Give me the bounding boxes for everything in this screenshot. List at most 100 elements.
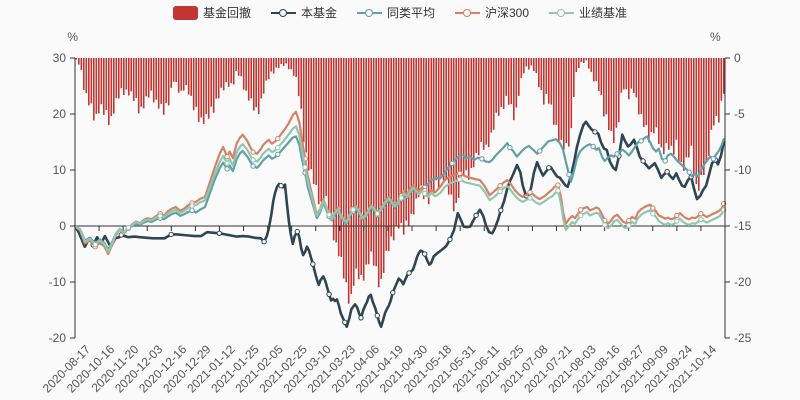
drawdown-bar — [307, 58, 310, 171]
drawdown-bar — [703, 58, 705, 175]
drawdown-bar — [207, 58, 210, 119]
data-point-marker — [479, 156, 485, 162]
drawdown-bar — [247, 58, 250, 101]
drawdown-bar — [643, 58, 645, 127]
drawdown-bar — [455, 58, 457, 203]
drawdown-bar — [465, 58, 467, 171]
drawdown-bar — [132, 58, 135, 101]
drawdown-bar — [357, 58, 360, 280]
drawdown-bar — [205, 58, 207, 115]
data-point-marker — [390, 289, 396, 296]
drawdown-bar — [302, 58, 305, 143]
drawdown-bar — [680, 58, 683, 163]
drawdown-bar — [317, 58, 320, 205]
data-point-marker — [250, 149, 256, 155]
drawdown-bar — [580, 58, 583, 63]
drawdown-bar — [415, 58, 417, 199]
drawdown-bar — [402, 58, 405, 235]
data-point-marker — [473, 212, 479, 219]
data-point-marker — [294, 228, 300, 235]
data-point-marker — [125, 225, 132, 231]
drawdown-bar — [380, 58, 382, 279]
drawdown-bar — [282, 58, 285, 66]
drawdown-bar — [305, 58, 307, 153]
drawdown-bar — [432, 58, 435, 194]
drawdown-bar — [123, 58, 125, 95]
y-axis-left-label: 30 — [53, 51, 67, 65]
data-point-marker — [662, 158, 668, 164]
drawdown-bar — [110, 58, 113, 117]
drawdown-bar — [420, 58, 422, 186]
y-axis-right-label: -15 — [734, 219, 752, 233]
drawdown-bar — [200, 58, 202, 118]
y-axis-left-label: -20 — [49, 331, 67, 345]
y-axis-left-label: 10 — [53, 163, 67, 177]
drawdown-bar — [137, 58, 140, 114]
drawdown-bar — [162, 58, 165, 115]
data-point-marker — [497, 188, 503, 195]
data-point-marker — [527, 189, 533, 196]
drawdown-bar — [495, 58, 497, 113]
drawdown-bar — [417, 58, 420, 198]
drawdown-bar — [108, 58, 110, 126]
legend-marker-circle — [278, 8, 287, 17]
data-point-marker — [449, 160, 455, 167]
drawdown-bar — [670, 58, 673, 146]
drawdown-bar — [165, 58, 167, 104]
data-point-marker — [374, 211, 380, 217]
drawdown-bar — [382, 58, 385, 273]
drawdown-bar — [255, 58, 257, 108]
drawdown-bar — [645, 58, 648, 126]
drawdown-bar — [347, 58, 350, 304]
drawdown-bar — [427, 58, 430, 205]
drawdown-bar — [365, 58, 367, 265]
drawdown-bar — [678, 58, 680, 163]
drawdown-bar — [518, 58, 520, 96]
drawdown-bar — [232, 58, 235, 85]
legend-item-4[interactable]: 业绩基准 — [549, 6, 627, 20]
drawdown-bar — [98, 58, 100, 114]
legend-label: 基金回撤 — [202, 6, 251, 20]
drawdown-bar — [445, 58, 447, 180]
drawdown-bar — [543, 58, 545, 105]
drawdown-bar — [460, 58, 462, 177]
drawdown-bar — [150, 58, 152, 91]
drawdown-bar — [300, 58, 302, 109]
y-axis-right-label: -20 — [734, 275, 752, 289]
drawdown-bar — [120, 58, 123, 89]
drawdown-bar — [548, 58, 550, 104]
drawdown-bar — [287, 58, 290, 70]
y-axis-right-label: -10 — [734, 163, 752, 177]
drawdown-bar — [713, 58, 715, 126]
drawdown-bar — [630, 58, 633, 89]
legend-item-1[interactable]: 本基金 — [270, 6, 337, 20]
drawdown-bar — [262, 58, 265, 94]
drawdown-bar — [290, 58, 292, 70]
legend-line-marker — [356, 6, 382, 20]
legend-item-2[interactable]: 同类平均 — [356, 6, 435, 20]
series-line-0 — [73, 120, 725, 329]
drawdown-bar — [210, 58, 212, 107]
drawdown-bar — [708, 58, 710, 156]
drawdown-bar — [180, 58, 182, 91]
drawdown-bar — [192, 58, 195, 111]
drawdown-bar — [663, 58, 665, 155]
data-point-marker — [250, 157, 256, 163]
drawdown-bar — [675, 58, 678, 140]
legend-item-0[interactable]: 基金回撤 — [172, 6, 251, 20]
drawdown-bar — [550, 58, 553, 105]
legend-item-3[interactable]: 沪深300 — [455, 6, 529, 20]
drawdown-bar — [615, 58, 618, 128]
drawdown-bar — [665, 58, 668, 144]
data-point-marker — [342, 319, 348, 325]
drawdown-bar — [100, 58, 103, 105]
data-point-marker — [578, 212, 584, 219]
drawdown-bar — [172, 58, 175, 82]
drawdown-bar — [513, 58, 515, 121]
drawdown-bar — [340, 58, 342, 257]
drawdown-bar — [540, 58, 543, 91]
drawdown-bar — [475, 58, 477, 153]
drawdown-bar — [603, 58, 605, 117]
drawdown-bar — [723, 58, 725, 94]
data-point-marker — [602, 222, 608, 228]
